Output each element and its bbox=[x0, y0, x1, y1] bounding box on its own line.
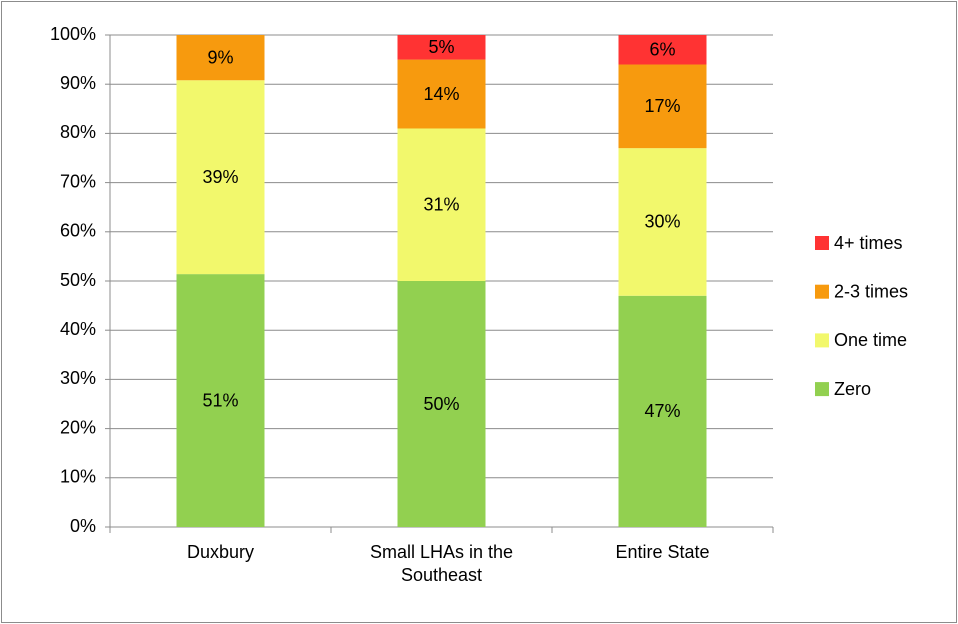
bar-segment bbox=[397, 128, 486, 281]
y-tick-label: 40% bbox=[60, 319, 96, 339]
bar-segment bbox=[397, 281, 486, 527]
data-label: 9% bbox=[207, 47, 233, 67]
y-tick-label: 0% bbox=[70, 516, 96, 536]
legend-swatch bbox=[815, 382, 829, 397]
legend-swatch bbox=[815, 333, 829, 348]
legend-swatch bbox=[815, 284, 829, 299]
legend-label: One time bbox=[834, 330, 907, 350]
data-label: 17% bbox=[644, 96, 680, 116]
bar-segment bbox=[397, 35, 486, 60]
data-label: 14% bbox=[423, 84, 459, 104]
bar-segment bbox=[176, 274, 265, 527]
bar-segment bbox=[176, 35, 265, 81]
legend-label: Zero bbox=[834, 379, 871, 399]
y-tick-label: 70% bbox=[60, 171, 96, 191]
y-tick-label: 50% bbox=[60, 270, 96, 290]
bar-segment bbox=[397, 59, 486, 129]
x-tick-label: Entire State bbox=[615, 542, 709, 562]
data-label: 47% bbox=[644, 401, 680, 421]
y-tick-label: 20% bbox=[60, 417, 96, 437]
legend-label: 2-3 times bbox=[834, 281, 908, 301]
data-label: 51% bbox=[202, 390, 238, 410]
data-label: 6% bbox=[649, 40, 675, 60]
legend-label: 4+ times bbox=[834, 233, 903, 253]
y-tick-label: 90% bbox=[60, 73, 96, 93]
bar-segment bbox=[618, 148, 707, 296]
data-label: 30% bbox=[644, 212, 680, 232]
data-label: 39% bbox=[202, 167, 238, 187]
y-tick-label: 10% bbox=[60, 467, 96, 487]
bar-segment bbox=[176, 80, 265, 275]
data-label: 5% bbox=[428, 37, 454, 57]
y-tick-label: 30% bbox=[60, 368, 96, 388]
x-tick-label: Small LHAs in the Southeast bbox=[370, 542, 513, 585]
data-label: 50% bbox=[423, 394, 459, 414]
legend-swatch bbox=[815, 236, 829, 250]
bar-segment bbox=[618, 35, 707, 65]
bar-segment bbox=[618, 295, 707, 527]
data-label: 31% bbox=[423, 194, 459, 214]
bar-segment bbox=[618, 64, 707, 149]
y-tick-label: 60% bbox=[60, 221, 96, 241]
y-tick-label: 80% bbox=[60, 122, 96, 142]
y-tick-label: 100% bbox=[50, 24, 96, 44]
x-tick-label: Duxbury bbox=[187, 542, 254, 562]
